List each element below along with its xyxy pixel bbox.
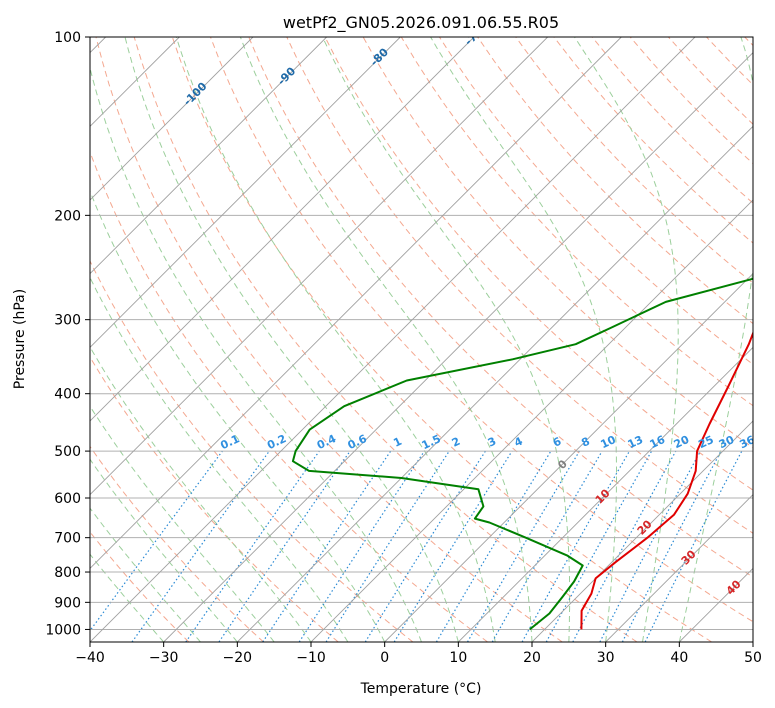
y-tick-label: 400 <box>54 387 81 403</box>
mixing-ratio-label: 10 <box>598 433 618 451</box>
moist-adiabat-line <box>175 37 496 642</box>
x-axis-label: Temperature (°C) <box>360 681 482 697</box>
x-tick-label: 30 <box>597 650 615 666</box>
mixing-ratio-line <box>298 450 425 642</box>
mixing-ratio-label: 13 <box>626 433 645 451</box>
dry-adiabat-line <box>210 37 753 623</box>
dewpoint-profile <box>291 277 753 631</box>
moist-adiabats <box>90 37 753 642</box>
plot-area <box>90 37 753 642</box>
mixing-ratio-label: 30 <box>717 433 737 451</box>
x-tick-label: 40 <box>670 650 688 666</box>
chart-title: wetPf2_GN05.2026.091.06.55.R05 <box>283 13 559 33</box>
dry-adiabat-line <box>248 37 753 578</box>
dry-adiabat-line <box>171 37 712 642</box>
isotherm-line <box>90 37 622 569</box>
y-tick-label: 700 <box>54 531 81 547</box>
y-tick-label: 800 <box>54 565 81 581</box>
moist-adiabat-line <box>322 37 571 642</box>
isotherm-line <box>384 273 753 642</box>
mixing-ratio-line <box>393 450 513 642</box>
isotherm-line <box>90 37 696 642</box>
dry-adiabat-line <box>324 37 753 491</box>
moist-adiabat-line <box>124 37 459 642</box>
mixing-ratio-line <box>325 450 450 642</box>
x-tick-label: −10 <box>296 650 326 666</box>
isotherm-line <box>237 125 753 642</box>
mixing-ratio-label: 20 <box>672 433 692 451</box>
dry-adiabat-line <box>95 37 563 642</box>
sounding-profiles <box>291 277 753 631</box>
moist-adiabat-line <box>678 37 753 642</box>
x-tick-label: 20 <box>523 650 541 666</box>
moist-adiabat-line <box>239 37 533 642</box>
isotherms <box>90 37 753 642</box>
mixing-ratio-line <box>644 450 743 642</box>
x-tick-label: 10 <box>449 650 467 666</box>
isotherm-line <box>90 37 401 348</box>
isotherm-line <box>90 37 327 275</box>
moist-adiabat-line <box>90 458 238 642</box>
x-tick-label: −20 <box>223 650 253 666</box>
mixing-ratio-line <box>131 450 270 642</box>
axes-frame <box>89 36 754 643</box>
temperature-profile <box>580 330 753 630</box>
dry-adiabat-label: -70 <box>462 25 485 48</box>
mixing-ratio-line <box>521 450 631 642</box>
y-tick-label: 100 <box>54 30 81 46</box>
y-axis: 100 200 300 400 500 600 700 800 900 1000 <box>45 30 90 638</box>
y-tick-label: 900 <box>54 595 81 611</box>
dry-adiabat-line <box>286 37 753 534</box>
background-line-labels: -100-90-80-70-60-50-40-30-20-10010203040… <box>181 25 757 598</box>
isotherm-line <box>310 199 753 642</box>
mixing-ratio-label: 36 <box>737 433 757 451</box>
x-tick-label: 0 <box>380 650 389 666</box>
mixing-ratio-line <box>218 450 351 642</box>
y-tick-label: 500 <box>54 444 81 460</box>
isotherm-line <box>605 494 753 642</box>
moist-adiabat-line <box>430 37 617 642</box>
moist-adiabat-line <box>90 507 201 642</box>
moist-adiabat-line <box>90 65 422 642</box>
dry-adiabat-line <box>515 37 753 284</box>
y-axis-label: Pressure (hPa) <box>12 289 28 389</box>
isotherm-line <box>531 420 753 642</box>
dry-adiabat-line <box>90 259 414 642</box>
moist-adiabat-line <box>90 405 275 642</box>
isotherm-line <box>90 37 475 422</box>
x-axis: −40 −30 −20 −10 0 10 20 30 40 50 <box>75 642 762 666</box>
dry-adiabat-line <box>90 356 339 642</box>
y-tick-label: 1000 <box>45 622 81 638</box>
mixing-ratio-line <box>262 450 392 642</box>
dry-adiabat-line <box>90 445 264 642</box>
x-tick-label: −40 <box>75 650 105 666</box>
mixing-ratio-line <box>185 450 320 642</box>
isotherm-line <box>163 52 753 642</box>
moist-adiabat-line <box>90 276 349 642</box>
y-tick-label: 600 <box>54 491 81 507</box>
x-tick-label: −30 <box>149 650 179 666</box>
mixing-ratio-line <box>545 450 653 642</box>
pressure-grid <box>90 37 753 630</box>
dry-adiabat-line <box>133 37 638 642</box>
moist-adiabat-line <box>90 189 386 642</box>
mixing-ratio-label: 25 <box>696 433 715 451</box>
y-tick-label: 200 <box>54 208 81 224</box>
y-tick-label: 300 <box>54 313 81 329</box>
mixing-ratio-label: 16 <box>648 433 668 451</box>
x-tick-label: 50 <box>744 650 762 666</box>
isotherm-line <box>90 37 254 201</box>
mixing-ratio-line <box>90 450 223 632</box>
moist-adiabat-line <box>90 553 165 642</box>
isotherm-line <box>90 37 548 496</box>
moist-adiabat-line <box>574 37 679 642</box>
isotherm-line <box>458 346 753 642</box>
dry-adiabats <box>90 37 753 642</box>
